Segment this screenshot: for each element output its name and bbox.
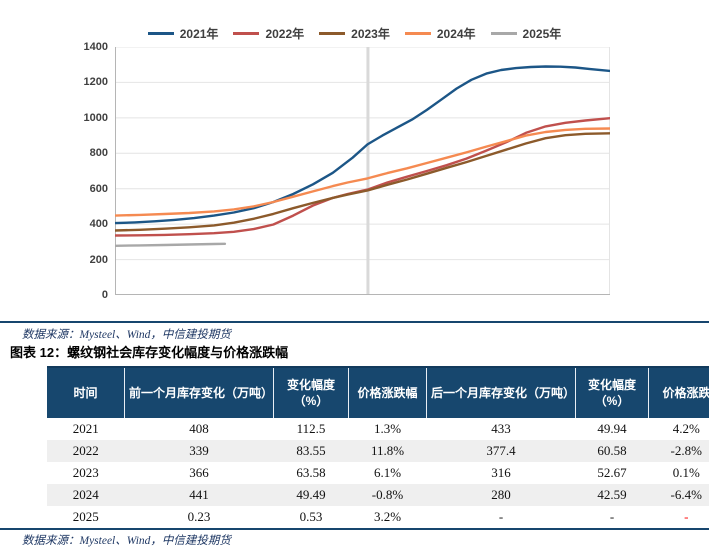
divider-rule-top: [0, 321, 709, 323]
table-header-cell: 时间: [47, 367, 125, 418]
table-cell: -2.8%: [670, 443, 702, 458]
legend-label: 2024年: [436, 27, 476, 41]
table-header-cell: 变化幅度（%）: [575, 367, 649, 418]
table-cell: 339: [189, 443, 209, 458]
table-row: 2023 366 63.58 6.1% 316 52.67 0.1%: [47, 462, 709, 484]
table-cell: -6.4%: [670, 487, 702, 502]
figure-title: 图表 12：螺纹钢社会库存变化幅度与价格涨跌幅: [10, 345, 289, 360]
plot-area: [113, 46, 612, 295]
table-cell: 60.58: [597, 443, 627, 458]
series-line-2024年: [113, 127, 612, 217]
table-cell: -: [684, 509, 689, 524]
legend-item: 2021年: [147, 25, 219, 42]
legend-item: 2023年: [319, 25, 390, 42]
table-cell: 42.59: [597, 487, 627, 502]
table-cell: 49.94: [597, 421, 627, 436]
series-line-2021年: [113, 65, 612, 225]
table-cell: 2025: [72, 509, 99, 524]
inventory-price-table: 时间 前一个月库存变化（万吨） 变化幅度（%） 价格涨跌幅 后一个月库存变化（万吨） 变化…: [47, 366, 709, 528]
series-line-2025年: [113, 242, 227, 248]
table-row: 2025 0.23 0.53 3.2% - - -: [47, 506, 709, 528]
legend-label: 2025年: [522, 27, 562, 41]
table-cell: 63.58: [296, 465, 326, 480]
table-header-cell: 后一个月库存变化（万吨）: [426, 367, 576, 418]
table-cell: 6.1%: [373, 465, 402, 480]
table-header-cell: 价格涨跌幅: [348, 367, 427, 418]
y-axis-tick-label: 1400: [83, 41, 108, 53]
table-header-cell: 前一个月库存变化（万吨）: [124, 367, 274, 418]
table-row: 2022 339 83.55 11.8% 377.4 60.58 -2.8%: [47, 440, 709, 462]
table-cell: 83.55: [296, 443, 326, 458]
table-cell: 316: [491, 465, 511, 480]
legend-label: 2022年: [265, 27, 305, 41]
legend-item: 2025年: [490, 25, 562, 42]
table-cell: 0.53: [299, 509, 323, 524]
legend-line-marker: [147, 32, 174, 35]
legend-line-marker: [404, 32, 431, 35]
y-axis-tick-label: 600: [89, 182, 108, 195]
chart-legend: 2021年 2022年 2023年 2024年 2025年: [0, 25, 709, 42]
legend-label: 2023年: [351, 27, 390, 41]
table-cell: 11.8%: [370, 443, 405, 458]
y-axis-tick-label: 800: [89, 147, 108, 160]
table-header-cell: 价格涨跌: [648, 367, 709, 418]
table-cell: 441: [189, 487, 209, 502]
table-cell: 377.4: [486, 443, 516, 458]
table-cell: -0.8%: [371, 487, 404, 502]
table-cell: 2023: [72, 465, 99, 480]
table-row: 2024 441 49.49 -0.8% 280 42.59 -6.4%: [47, 484, 709, 506]
y-axis-tick-label: 1000: [83, 111, 108, 124]
legend-line-marker: [319, 32, 346, 35]
table-cell: 408: [189, 421, 209, 436]
table-cell: 280: [491, 487, 511, 502]
legend-line-marker: [490, 32, 517, 35]
data-source-top: 数据来源：Mysteel、Wind，中信建投期货: [22, 329, 231, 341]
chart-canvas: [113, 46, 612, 295]
table-cell: 4.2%: [672, 421, 700, 436]
table-cell: 433: [491, 421, 511, 436]
legend-label: 2021年: [179, 27, 219, 41]
legend-line-marker: [233, 32, 260, 35]
table-cell: 0.1%: [672, 465, 700, 480]
y-axis-tick-label: 200: [89, 253, 108, 266]
table-cell: 112.5: [296, 421, 326, 436]
table-cell: 3.2%: [373, 509, 402, 524]
y-axis-tick-label: 400: [89, 218, 108, 231]
table-header-row: 时间 前一个月库存变化（万吨） 变化幅度（%） 价格涨跌幅 后一个月库存变化（万吨） 变化…: [47, 367, 709, 418]
table-header-cell: 变化幅度（%）: [273, 367, 349, 418]
table-header: 时间 前一个月库存变化（万吨） 变化幅度（%） 价格涨跌幅 后一个月库存变化（万吨） 变化…: [47, 367, 709, 418]
table-cell: 2021: [72, 421, 99, 436]
y-axis-tick-label: 0: [101, 289, 108, 301]
table-row: 2021 408 112.5 1.3% 433 49.94 4.2%: [47, 418, 709, 440]
legend-item: 2024年: [404, 25, 476, 42]
data-source-bottom: 数据来源：Mysteel、Wind，中信建投期货: [22, 535, 231, 547]
table-cell: 52.67: [597, 465, 627, 480]
table-cell: 49.49: [296, 487, 326, 502]
table-cell: 2022: [72, 443, 99, 458]
table-cell: 1.3%: [373, 421, 402, 436]
y-axis-tick-label: 1200: [83, 76, 108, 89]
legend-item: 2022年: [233, 25, 304, 42]
divider-rule-bottom: [0, 528, 709, 530]
table-cell: -: [609, 509, 615, 524]
table-cell: 366: [189, 465, 209, 480]
table-cell: -: [498, 509, 504, 524]
table-cell: 0.23: [187, 509, 211, 524]
series-line-2023年: [113, 132, 612, 232]
table-cell: 2024: [72, 487, 99, 502]
table-body: 2021 408 112.5 1.3% 433 49.94 4.2% 2022 339 83.55…: [47, 418, 709, 528]
